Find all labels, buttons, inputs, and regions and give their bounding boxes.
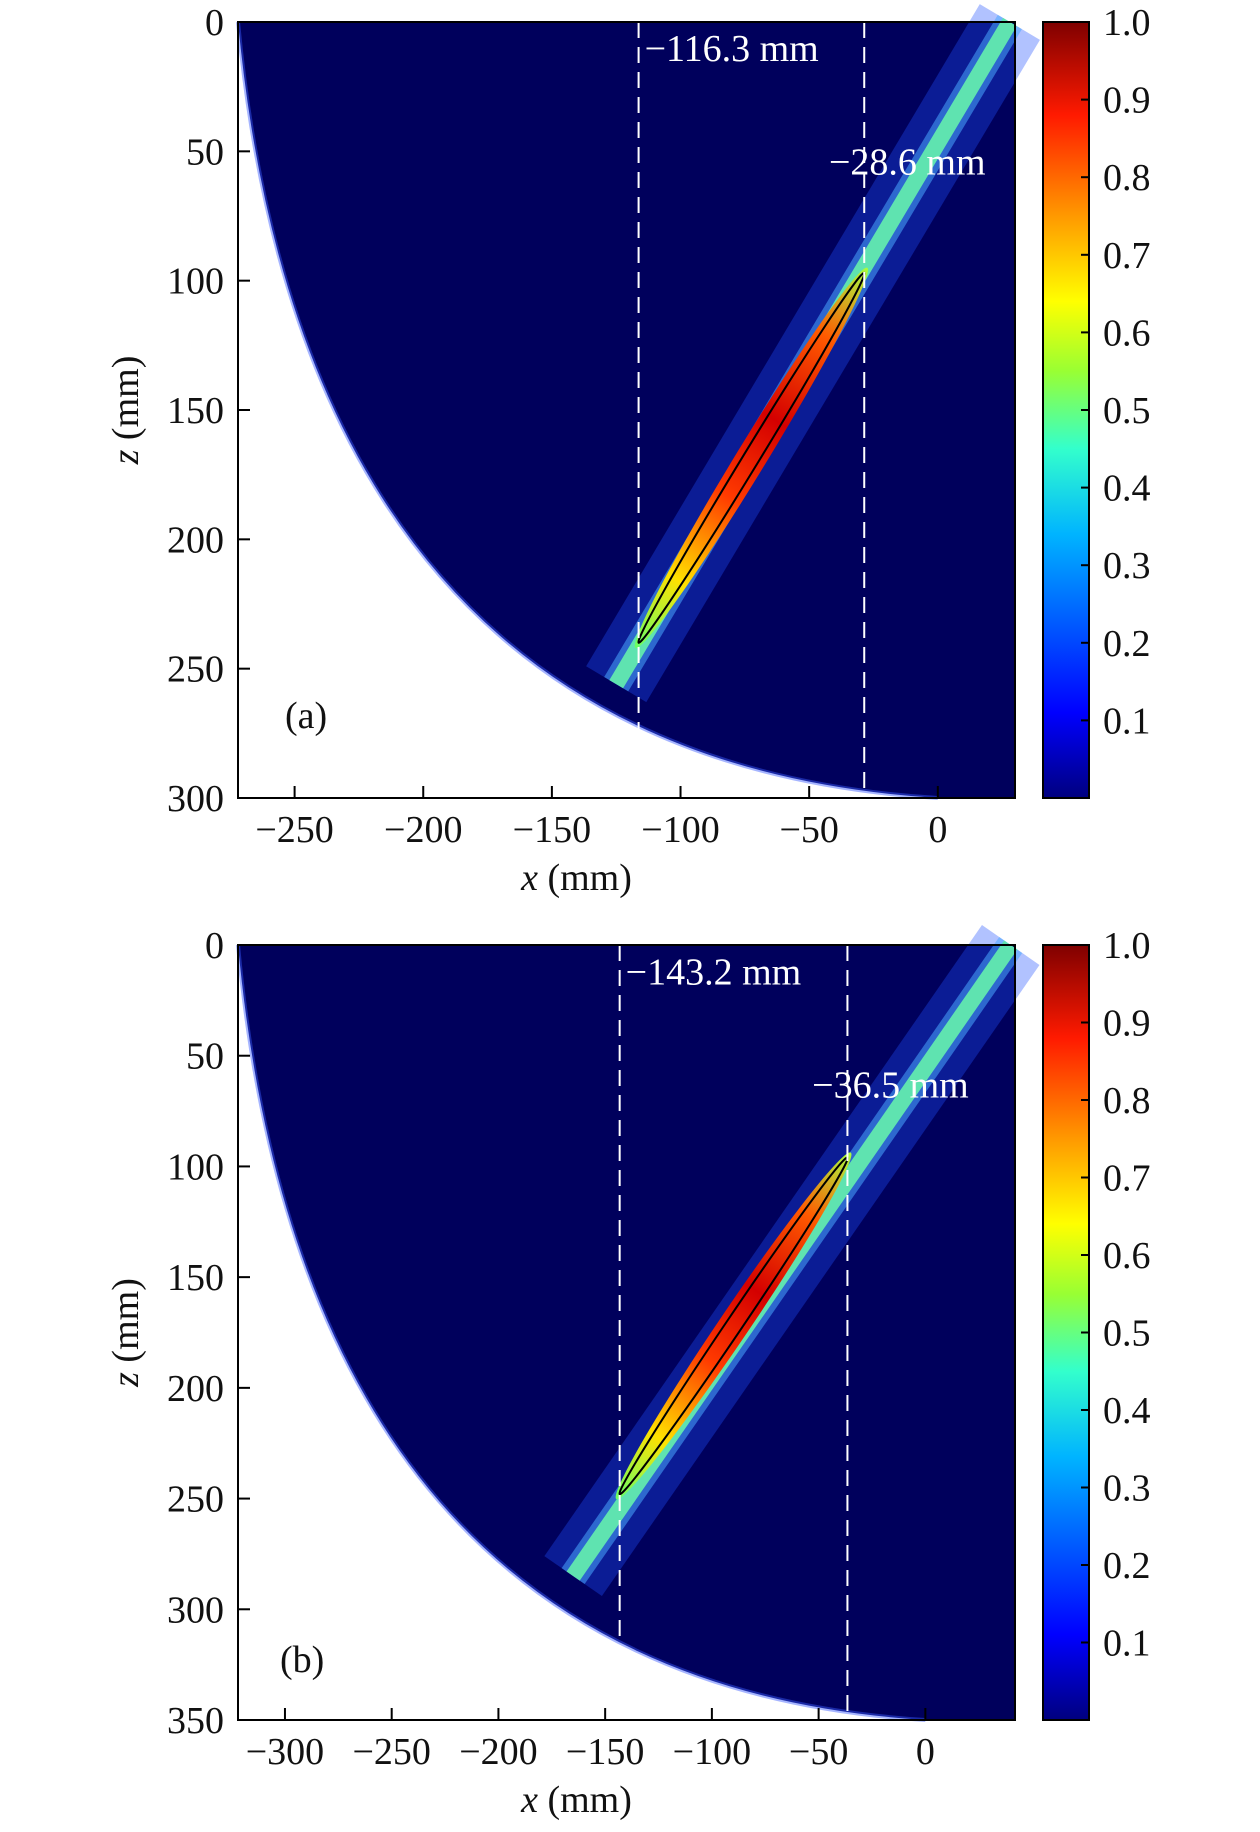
plot-frame bbox=[237, 944, 1016, 1721]
y-tick-label: 150 bbox=[167, 390, 224, 432]
boundary-rim bbox=[236, 21, 938, 800]
panel-a: −116.3 mm −28.6 mm −250 −200 −150 −100 −50 0 0… bbox=[105, 2, 1151, 899]
x-tick-label: 0 bbox=[928, 809, 947, 851]
colorbar-tick-label: 0.7 bbox=[1103, 1158, 1151, 1200]
y-tick-label: 50 bbox=[186, 1036, 224, 1078]
y-tick-label: 250 bbox=[167, 649, 224, 691]
y-tick-label: 150 bbox=[167, 1257, 224, 1299]
x-tick-label: −200 bbox=[459, 1731, 537, 1773]
x-tick-label: −100 bbox=[641, 809, 719, 851]
y-tick-label: 200 bbox=[167, 519, 224, 561]
y-axis-title: z (mm) bbox=[105, 1278, 147, 1388]
x-tick-label: −50 bbox=[779, 809, 838, 851]
colorbar-tick-label: 0.2 bbox=[1103, 1545, 1151, 1587]
x-axis-ticks: −250 −200 −150 −100 −50 0 bbox=[255, 786, 947, 851]
colorbar-tick-label: 0.1 bbox=[1103, 1623, 1151, 1665]
colorbar-tick-label: 1.0 bbox=[1103, 925, 1151, 967]
colorbar-tick-label: 0.4 bbox=[1103, 1390, 1151, 1432]
x-axis-title: x (mm) bbox=[520, 1779, 632, 1821]
field-region bbox=[238, 945, 1015, 1720]
y-axis-title: z (mm) bbox=[105, 356, 147, 466]
field-region bbox=[238, 22, 1015, 798]
focal-zone bbox=[634, 267, 869, 649]
colorbar-tick-label: 0.8 bbox=[1103, 157, 1151, 199]
panel-b: −143.2 mm −36.5 mm −300 −250 −200 −150 −100 −5… bbox=[105, 925, 1151, 1821]
colorbar-tick-label: 0.9 bbox=[1103, 80, 1151, 122]
y-tick-label: 50 bbox=[186, 131, 224, 173]
colorbar-tick-label: 0.4 bbox=[1103, 468, 1151, 510]
y-tick-label: 100 bbox=[167, 261, 224, 303]
colorbar-tick-label: 0.3 bbox=[1103, 1468, 1151, 1510]
colorbar-tick-label: 0.5 bbox=[1103, 390, 1151, 432]
intensity-field bbox=[236, 21, 1015, 800]
colorbar-tick-label: 0.2 bbox=[1103, 623, 1151, 665]
marker-label: −28.6 mm bbox=[829, 142, 986, 184]
beam bbox=[544, 925, 1040, 1597]
colorbar-tick-label: 0.1 bbox=[1103, 700, 1151, 742]
x-tick-label: −200 bbox=[384, 809, 462, 851]
x-tick-label: −250 bbox=[255, 809, 333, 851]
y-axis-ticks: 0 50 100 150 200 250 300 350 bbox=[167, 925, 250, 1742]
x-tick-label: −150 bbox=[566, 1731, 644, 1773]
colorbar-tick-label: 0.7 bbox=[1103, 235, 1151, 277]
y-tick-label: 300 bbox=[167, 778, 224, 820]
marker-label: −36.5 mm bbox=[812, 1065, 969, 1107]
y-tick-label: 0 bbox=[205, 2, 224, 44]
x-tick-label: −100 bbox=[673, 1731, 751, 1773]
colorbar-ticks: 1.0 0.9 0.8 0.7 0.6 0.5 0.4 0.3 0.2 0.1 bbox=[1081, 925, 1151, 1665]
x-tick-label: 0 bbox=[916, 1731, 935, 1773]
y-tick-label: 0 bbox=[205, 925, 224, 967]
boundary-rim bbox=[236, 944, 926, 1722]
panel-label: (b) bbox=[280, 1639, 324, 1681]
panel-label: (a) bbox=[285, 695, 327, 737]
x-axis-title: x (mm) bbox=[520, 857, 632, 899]
marker-lines: −143.2 mm −36.5 mm bbox=[618, 945, 969, 1720]
beam bbox=[586, 4, 1040, 703]
y-tick-label: 300 bbox=[167, 1589, 224, 1631]
colorbar-tick-label: 0.6 bbox=[1103, 312, 1151, 354]
marker-label: −116.3 mm bbox=[645, 28, 819, 70]
colorbar-tick-label: 0.9 bbox=[1103, 1003, 1151, 1045]
intensity-field bbox=[236, 944, 1015, 1722]
colorbar-ticks: 1.0 0.9 0.8 0.7 0.6 0.5 0.4 0.3 0.2 0.1 bbox=[1081, 2, 1151, 742]
colorbar-tick-label: 0.6 bbox=[1103, 1235, 1151, 1277]
y-tick-label: 250 bbox=[167, 1479, 224, 1521]
x-axis-ticks: −300 −250 −200 −150 −100 −50 0 bbox=[246, 1708, 935, 1773]
colorbar-tick-label: 0.8 bbox=[1103, 1080, 1151, 1122]
marker-lines: −116.3 mm −28.6 mm bbox=[637, 22, 986, 798]
x-tick-label: −250 bbox=[352, 1731, 430, 1773]
x-tick-label: −50 bbox=[789, 1731, 848, 1773]
y-tick-label: 350 bbox=[167, 1700, 224, 1742]
y-tick-label: 200 bbox=[167, 1368, 224, 1410]
colorbar-tick-label: 0.5 bbox=[1103, 1313, 1151, 1355]
x-tick-label: −300 bbox=[246, 1731, 324, 1773]
marker-label: −143.2 mm bbox=[626, 952, 802, 994]
y-tick-label: 100 bbox=[167, 1146, 224, 1188]
colorbar-tick-label: 0.3 bbox=[1103, 545, 1151, 587]
colorbar-tick-label: 1.0 bbox=[1103, 2, 1151, 44]
x-tick-label: −150 bbox=[513, 809, 591, 851]
focal-zone bbox=[615, 1152, 852, 1500]
y-axis-ticks: 0 50 100 150 200 250 300 bbox=[167, 2, 250, 820]
